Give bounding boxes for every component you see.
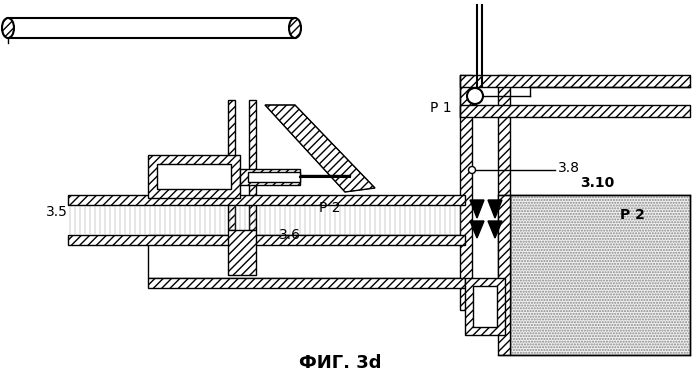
Bar xyxy=(68,205,465,235)
Polygon shape xyxy=(265,105,375,192)
Bar xyxy=(148,155,240,198)
Polygon shape xyxy=(470,221,484,238)
Bar xyxy=(68,235,465,245)
Polygon shape xyxy=(488,221,502,238)
Bar xyxy=(498,75,510,310)
Bar xyxy=(148,278,465,288)
Ellipse shape xyxy=(2,18,14,38)
Polygon shape xyxy=(470,200,484,218)
Bar xyxy=(460,75,690,87)
Text: 3.10: 3.10 xyxy=(580,176,615,190)
Text: 3.6: 3.6 xyxy=(279,228,301,242)
Text: ФИГ. 3d: ФИГ. 3d xyxy=(299,354,382,372)
Bar xyxy=(473,286,497,327)
Text: 3.5: 3.5 xyxy=(46,205,68,219)
Bar xyxy=(240,169,300,185)
Bar xyxy=(460,105,690,117)
Bar xyxy=(248,172,300,182)
Bar xyxy=(465,278,505,335)
Bar xyxy=(472,75,498,310)
Text: P 2: P 2 xyxy=(620,208,645,222)
Bar xyxy=(460,75,472,310)
Circle shape xyxy=(468,166,475,173)
Bar xyxy=(148,235,465,278)
Polygon shape xyxy=(488,200,502,218)
Bar xyxy=(228,100,235,230)
Bar xyxy=(235,100,249,230)
Text: P 1: P 1 xyxy=(430,101,452,115)
Bar xyxy=(228,230,256,275)
Ellipse shape xyxy=(289,18,301,38)
Bar xyxy=(498,195,510,355)
Text: P 2: P 2 xyxy=(319,201,341,215)
Bar xyxy=(157,164,231,189)
Bar xyxy=(68,195,465,205)
Polygon shape xyxy=(510,195,690,355)
Bar xyxy=(249,100,256,230)
Bar xyxy=(460,87,690,105)
Bar xyxy=(235,230,249,275)
Text: 3.8: 3.8 xyxy=(558,161,580,175)
Circle shape xyxy=(467,88,483,104)
Bar xyxy=(68,205,465,235)
